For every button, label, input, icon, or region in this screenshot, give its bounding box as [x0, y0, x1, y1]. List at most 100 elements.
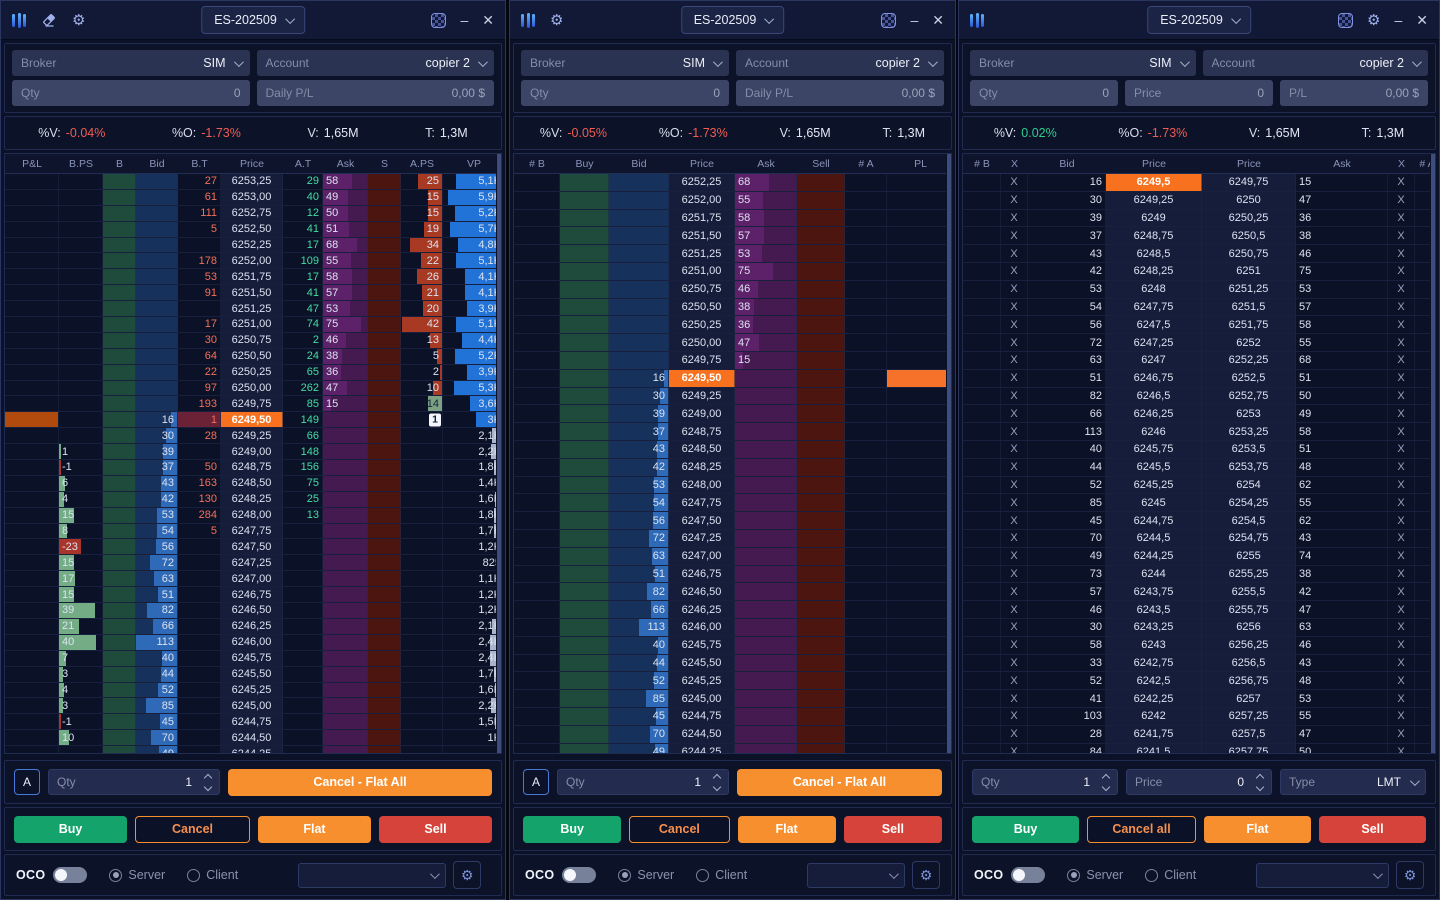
- bid-price-cell[interactable]: 6246: [1106, 423, 1202, 440]
- aps-cell[interactable]: 26: [401, 269, 443, 285]
- ask-cell[interactable]: [323, 475, 368, 491]
- ladder-row[interactable]: 51 6246,75: [514, 565, 946, 584]
- num-buy-cell[interactable]: [514, 618, 560, 636]
- ask-trades-cell[interactable]: [283, 682, 323, 698]
- sell-band[interactable]: [368, 269, 401, 285]
- bid-cell[interactable]: 72: [136, 555, 178, 571]
- num-buy-cell[interactable]: [514, 690, 560, 707]
- ladder-row[interactable]: X 30 6249,25 6250 47 X: [963, 191, 1430, 210]
- cancel-ask-cell[interactable]: X: [1388, 423, 1415, 440]
- ladder-row[interactable]: 6252,00 55: [514, 191, 946, 210]
- price-cell[interactable]: 6245,50: [221, 666, 283, 682]
- ladder-row[interactable]: X 54 6247,75 6251,5 57 X: [963, 298, 1430, 317]
- volume-profile-cell[interactable]: 2,1K: [443, 618, 496, 634]
- bid-cell[interactable]: 57: [1028, 583, 1106, 601]
- aps-cell[interactable]: [401, 618, 443, 634]
- price-cell[interactable]: 6251,25: [221, 301, 283, 317]
- pl-cell[interactable]: [887, 494, 946, 511]
- pl-cell[interactable]: [887, 690, 946, 707]
- bps-cell[interactable]: [59, 189, 103, 205]
- cancel-ask-cell[interactable]: X: [1388, 440, 1415, 458]
- buy-band[interactable]: [560, 369, 609, 387]
- bid-cell[interactable]: 66: [1028, 405, 1106, 423]
- buy-band[interactable]: [560, 405, 609, 423]
- buy-band[interactable]: [103, 666, 136, 682]
- aps-cell[interactable]: [401, 730, 443, 746]
- buy-band[interactable]: [103, 523, 136, 539]
- ask-cell[interactable]: 75: [323, 317, 368, 332]
- aps-cell[interactable]: [401, 714, 443, 730]
- account-select[interactable]: Account copier 2: [1202, 50, 1428, 76]
- ask-trades-cell[interactable]: 148: [283, 444, 323, 460]
- bid-cell[interactable]: 30: [1028, 618, 1106, 636]
- bid-cell[interactable]: 63: [136, 571, 178, 587]
- ladder-row[interactable]: 53 6248,00: [514, 476, 946, 495]
- ask-cell[interactable]: 47: [1296, 725, 1388, 743]
- ask-price-cell[interactable]: 6252,75: [1202, 387, 1296, 405]
- ask-cell[interactable]: 46: [735, 280, 797, 298]
- buy-band[interactable]: [560, 334, 609, 351]
- scrollbar[interactable]: [497, 154, 501, 753]
- volume-profile-cell[interactable]: 2,4K: [443, 634, 496, 650]
- bid-cell[interactable]: 70: [1028, 529, 1106, 547]
- num-ask-cell[interactable]: [1415, 299, 1430, 316]
- num-ask-cell[interactable]: [845, 583, 887, 601]
- gear-icon[interactable]: ⚙: [72, 11, 86, 29]
- ask-cell[interactable]: [735, 476, 797, 494]
- bps-cell[interactable]: -1: [59, 714, 103, 730]
- bid-cell[interactable]: 72: [1028, 334, 1106, 351]
- sell-band[interactable]: [797, 298, 845, 316]
- bid-price-cell[interactable]: 6241,5: [1106, 743, 1202, 753]
- sell-band[interactable]: [368, 539, 401, 555]
- cancel-ask-cell[interactable]: X: [1388, 725, 1415, 743]
- bid-cell[interactable]: [609, 262, 669, 280]
- cancel-bid-cell[interactable]: X: [1001, 351, 1028, 369]
- sell-band[interactable]: [368, 666, 401, 682]
- cancel-ask-cell[interactable]: X: [1388, 707, 1415, 725]
- price-cell[interactable]: 6246,75: [669, 565, 735, 583]
- close-button[interactable]: ✕: [932, 12, 944, 28]
- ask-cell[interactable]: 50: [1296, 743, 1388, 753]
- num-buy-cell[interactable]: [963, 672, 1001, 690]
- buy-band[interactable]: [103, 221, 136, 237]
- pl-cell[interactable]: [5, 380, 59, 396]
- buy-band[interactable]: [560, 547, 609, 565]
- bid-cell[interactable]: 44: [609, 654, 669, 672]
- num-buy-cell[interactable]: [514, 636, 560, 654]
- sell-band[interactable]: [368, 523, 401, 539]
- price-cell[interactable]: 6245,25: [669, 672, 735, 690]
- bid-cell[interactable]: 45: [1028, 512, 1106, 529]
- buy-band[interactable]: [560, 316, 609, 334]
- cancel-all-button[interactable]: Cancel all: [1087, 815, 1196, 843]
- price-cell[interactable]: 6252,25: [669, 174, 735, 191]
- ladder-row[interactable]: X 44 6245,5 6253,75 48 X: [963, 458, 1430, 477]
- bps-cell[interactable]: [59, 317, 103, 332]
- ladder-row[interactable]: 6251,25 53: [514, 245, 946, 263]
- ask-cell[interactable]: [323, 523, 368, 539]
- bid-price-cell[interactable]: 6242,25: [1106, 690, 1202, 707]
- num-ask-cell[interactable]: [845, 262, 887, 280]
- ask-cell[interactable]: 75: [735, 262, 797, 280]
- buy-trades-cell[interactable]: [178, 301, 221, 317]
- buy-band[interactable]: [103, 491, 136, 507]
- num-ask-cell[interactable]: [1415, 672, 1430, 689]
- pl-cell[interactable]: [5, 412, 59, 428]
- cancel-bid-cell[interactable]: X: [1001, 512, 1028, 529]
- ask-cell[interactable]: 47: [323, 380, 368, 396]
- bid-cell[interactable]: 54: [136, 523, 178, 539]
- buy-band[interactable]: [103, 317, 136, 332]
- aps-cell[interactable]: [401, 603, 443, 618]
- ask-trades-cell[interactable]: 66: [283, 428, 323, 444]
- num-ask-cell[interactable]: [845, 654, 887, 672]
- ask-trades-cell[interactable]: [283, 666, 323, 682]
- num-buy-cell[interactable]: [963, 191, 1001, 209]
- pl-cell[interactable]: [887, 708, 946, 725]
- pl-cell[interactable]: [5, 746, 59, 753]
- cancel-bid-cell[interactable]: X: [1001, 174, 1028, 191]
- buy-band[interactable]: [560, 654, 609, 672]
- ask-cell[interactable]: 50: [1296, 387, 1388, 405]
- sell-band[interactable]: [368, 364, 401, 380]
- ladder-row[interactable]: 16 6249,50: [514, 369, 946, 388]
- buy-trades-cell[interactable]: 163: [178, 475, 221, 491]
